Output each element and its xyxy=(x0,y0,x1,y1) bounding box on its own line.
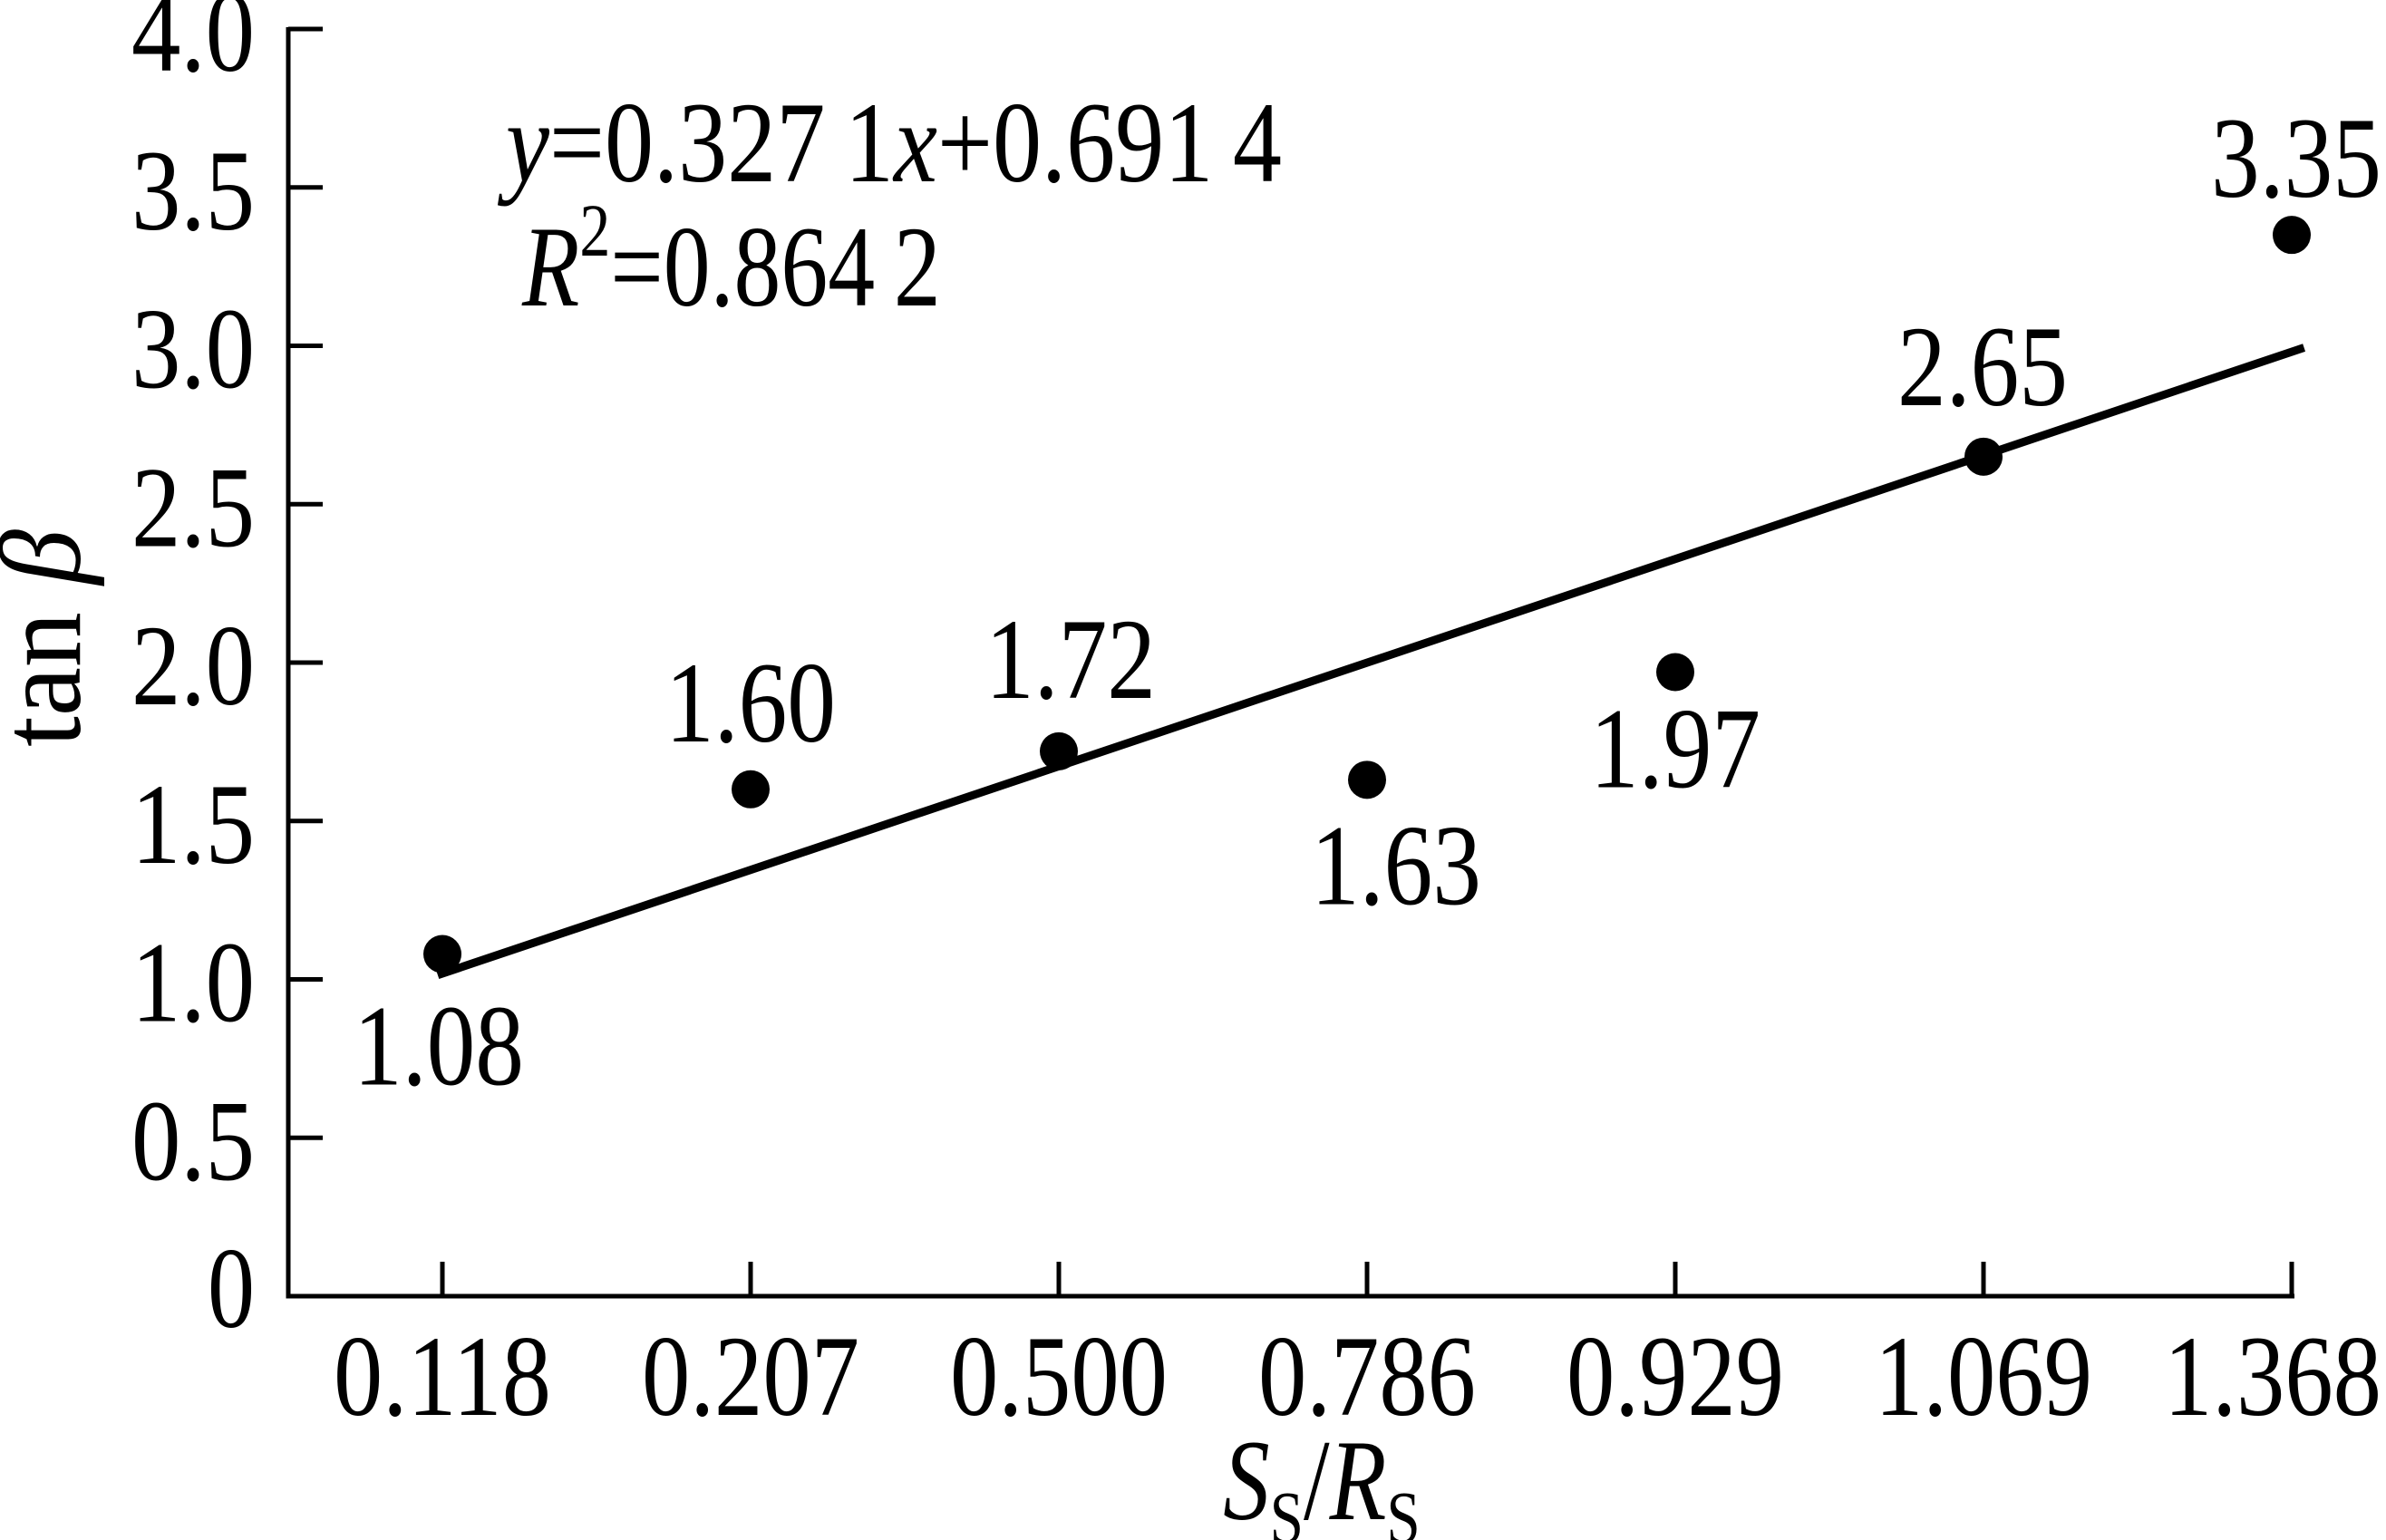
data-point-label: 3.35 xyxy=(2211,95,2381,222)
x-tick-label: 0.500 xyxy=(950,1313,1168,1440)
data-point xyxy=(1040,731,1078,770)
y-tick-label: 0 xyxy=(208,1225,255,1352)
y-axis-title: tan β xyxy=(0,528,105,747)
x-tick-label: 1.069 xyxy=(1875,1313,2092,1440)
y-tick-label: 0.5 xyxy=(131,1078,255,1205)
data-point-label: 1.63 xyxy=(1311,802,1481,929)
data-point-label: 1.97 xyxy=(1590,685,1760,812)
data-point xyxy=(2273,216,2311,255)
data-point-label: 1.60 xyxy=(665,640,836,767)
data-point-label: 1.08 xyxy=(354,983,524,1110)
data-point xyxy=(1656,653,1694,692)
y-tick-label: 3.0 xyxy=(131,286,255,413)
data-point xyxy=(1964,437,2003,476)
y-tick-label: 1.5 xyxy=(131,761,255,888)
x-tick-label: 0.786 xyxy=(1258,1313,1476,1440)
data-point xyxy=(423,935,461,973)
y-tick-label: 1.0 xyxy=(131,920,255,1047)
equation-label: y=0.327 1x+0.691 4 xyxy=(498,80,1282,207)
x-tick-label: 0.118 xyxy=(334,1313,551,1440)
x-tick-label: 0.929 xyxy=(1566,1313,1784,1440)
x-tick-label: 1.368 xyxy=(2164,1313,2381,1440)
data-point xyxy=(1348,760,1386,799)
y-tick-label: 3.5 xyxy=(131,128,255,255)
data-point-label: 2.65 xyxy=(1897,304,2068,431)
y-tick-label: 4.0 xyxy=(131,0,255,96)
y-tick-label: 2.5 xyxy=(131,444,255,571)
data-point-label: 1.72 xyxy=(985,596,1156,723)
y-tick-label: 2.0 xyxy=(131,603,255,730)
x-tick-label: 0.207 xyxy=(642,1313,859,1440)
x-axis-title: SS/RS xyxy=(1223,1418,1421,1540)
data-point xyxy=(732,770,770,809)
r-squared-label: R2=0.864 2 xyxy=(521,189,941,331)
